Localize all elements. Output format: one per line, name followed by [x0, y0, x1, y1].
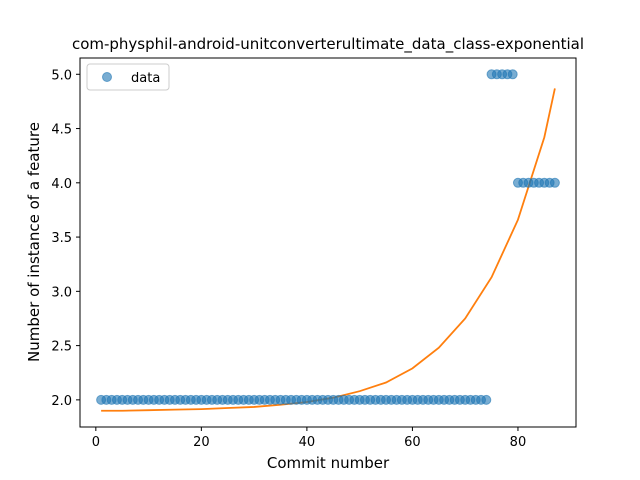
legend-box [86, 63, 170, 91]
x-axis-ticks: 0 20 40 60 80 [92, 427, 527, 450]
y-tick-label: 2.0 [51, 394, 72, 409]
fit-line [101, 88, 556, 412]
data-point [507, 69, 518, 80]
x-tick-label: 40 [299, 435, 316, 450]
data-points [96, 69, 560, 405]
data-point [481, 394, 492, 405]
x-axis-label: Commit number [267, 454, 390, 472]
y-tick-label: 2.5 [51, 340, 72, 355]
x-tick-label: 80 [510, 435, 527, 450]
chart-title: com-physphil-android-unitconverterultima… [72, 35, 584, 54]
y-tick-label: 5.0 [51, 68, 72, 83]
y-tick-label: 3.0 [51, 285, 72, 300]
y-tick-label: 4.5 [51, 123, 72, 138]
data-point [549, 177, 560, 188]
legend-marker-data [102, 72, 112, 82]
legend-label-data: data [131, 71, 160, 86]
y-tick-label: 4.0 [51, 177, 72, 192]
y-tick-label: 3.5 [51, 231, 72, 246]
x-tick-label: 20 [193, 435, 210, 450]
plot-area-frame [79, 57, 577, 428]
x-tick-label: 60 [404, 435, 421, 450]
x-tick-label: 0 [92, 435, 100, 450]
y-axis-ticks: 2.0 2.5 3.0 3.5 4.0 4.5 5.0 [51, 68, 80, 409]
y-axis-label: Number of instance of a feature [25, 122, 43, 362]
fit-layer [101, 88, 556, 412]
legend: data [86, 63, 170, 91]
